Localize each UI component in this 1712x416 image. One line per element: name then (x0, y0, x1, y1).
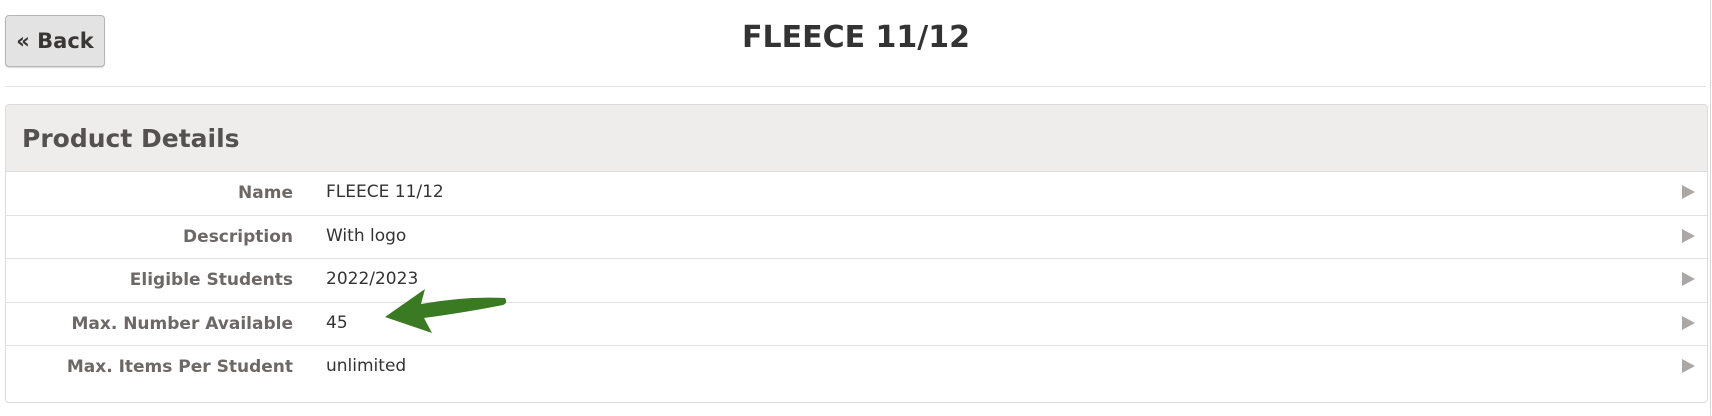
row-value: FLEECE 11/12 (326, 182, 444, 202)
row-value: With logo (326, 225, 407, 246)
window-edge (1710, 0, 1711, 416)
chevron-right-icon[interactable] (1682, 272, 1695, 286)
chevron-right-icon[interactable] (1682, 359, 1695, 373)
detail-row-max-items-per-student[interactable]: Max. Items Per Student unlimited (6, 346, 1707, 402)
product-details-panel: Product Details Name FLEECE 11/12 Descri… (5, 104, 1708, 403)
back-button[interactable]: « Back (5, 15, 105, 67)
row-value: 45 (326, 312, 348, 333)
row-value: 2022/2023 (326, 269, 419, 289)
row-value: unlimited (326, 356, 407, 376)
page-title: FLEECE 11/12 (741, 20, 970, 55)
row-label: Description (183, 226, 293, 247)
row-label: Max. Items Per Student (66, 357, 293, 377)
row-label: Max. Number Available (71, 313, 293, 334)
detail-row-eligible-students[interactable]: Eligible Students 2022/2023 (6, 259, 1707, 303)
chevron-right-icon[interactable] (1682, 315, 1695, 330)
chevron-right-icon[interactable] (1682, 185, 1695, 199)
header-divider (5, 86, 1706, 87)
row-label: Eligible Students (129, 270, 293, 290)
chevron-right-icon[interactable] (1682, 228, 1695, 243)
detail-row-name[interactable]: Name FLEECE 11/12 (6, 172, 1707, 216)
detail-row-max-number-available[interactable]: Max. Number Available 45 (6, 303, 1707, 346)
row-label: Name (238, 183, 293, 203)
detail-row-description[interactable]: Description With logo (6, 216, 1707, 259)
panel-title: Product Details (6, 105, 1707, 172)
